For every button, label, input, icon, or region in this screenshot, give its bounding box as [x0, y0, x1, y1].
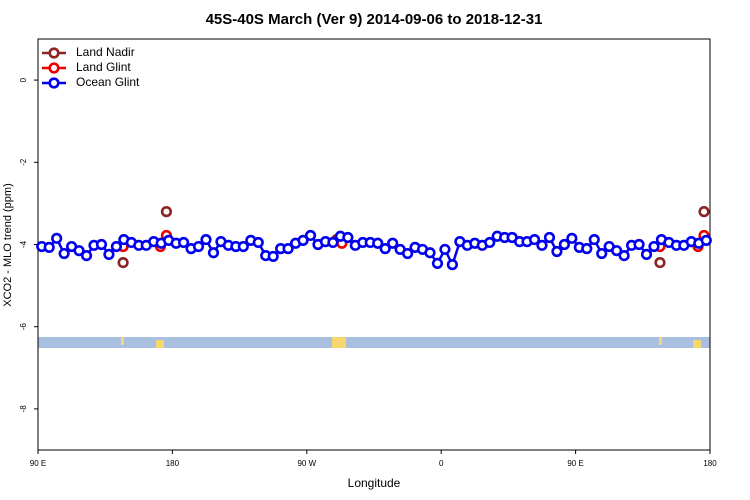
- point: [80, 249, 93, 262]
- legend-label: Ocean Glint: [76, 75, 140, 89]
- land-patch: [156, 340, 164, 348]
- point: [536, 239, 548, 251]
- point: [282, 243, 294, 255]
- point: [95, 238, 108, 251]
- series: [117, 206, 710, 269]
- y-axis-label: XCO2 - MLO trend (ppm): [2, 183, 14, 306]
- series: [36, 229, 712, 271]
- point: [543, 231, 556, 244]
- land-patch: [659, 337, 662, 345]
- point: [372, 237, 384, 249]
- point: [73, 245, 85, 257]
- x-tick-label: 180: [166, 459, 180, 468]
- chart-title: 45S-40S March (Ver 9) 2014-09-06 to 2018…: [206, 11, 543, 28]
- legend-marker: [48, 77, 60, 89]
- point: [588, 233, 600, 246]
- x-tick-label: 90 E: [567, 459, 583, 468]
- point: [654, 256, 666, 269]
- point: [160, 206, 173, 218]
- x-tick-label: 90 E: [30, 459, 46, 468]
- land-patch: [121, 337, 124, 345]
- legend-label: Land Nadir: [76, 45, 135, 59]
- point: [424, 247, 436, 259]
- point: [43, 241, 55, 253]
- point: [192, 240, 205, 253]
- land-ocean-strip: [38, 337, 710, 348]
- point: [117, 256, 129, 269]
- point: [342, 231, 354, 244]
- point: [387, 237, 399, 249]
- point: [51, 232, 63, 244]
- point: [484, 236, 496, 249]
- point: [551, 245, 563, 258]
- land-patch: [693, 340, 701, 348]
- point: [700, 234, 712, 246]
- point: [528, 233, 541, 246]
- x-tick-label: 0: [439, 459, 444, 468]
- point: [402, 247, 414, 260]
- point: [648, 240, 660, 253]
- land-patch: [332, 337, 346, 348]
- point: [618, 249, 630, 262]
- point: [698, 206, 710, 218]
- point: [431, 257, 444, 270]
- point: [611, 245, 623, 257]
- point: [304, 229, 317, 242]
- point: [110, 240, 122, 253]
- point: [596, 247, 608, 260]
- ocean-strip: [38, 337, 710, 348]
- y-tick-label: -4: [19, 240, 28, 248]
- point: [200, 233, 212, 246]
- point: [207, 247, 220, 259]
- legend-label: Land Glint: [76, 60, 131, 74]
- point: [237, 240, 249, 253]
- point: [103, 248, 115, 260]
- point: [439, 243, 451, 256]
- point: [558, 238, 571, 251]
- y-tick-label: 0: [19, 77, 28, 82]
- point: [633, 238, 645, 251]
- x-tick-label: 90 W: [297, 459, 316, 468]
- y-tick-label: -8: [19, 405, 28, 413]
- point: [640, 248, 653, 260]
- legend-marker: [48, 47, 60, 59]
- x-axis-label: Longitude: [348, 476, 401, 490]
- point: [581, 243, 593, 255]
- point: [267, 250, 279, 263]
- y-tick-label: -2: [19, 158, 28, 166]
- point: [252, 236, 264, 249]
- point: [58, 247, 70, 260]
- point: [297, 234, 309, 246]
- point: [446, 259, 459, 271]
- x-tick-label: 180: [703, 459, 717, 468]
- point: [178, 236, 190, 249]
- point: [379, 243, 391, 255]
- y-tick-label: -6: [19, 323, 28, 331]
- point: [327, 236, 339, 249]
- point: [566, 232, 578, 244]
- legend-marker: [48, 62, 60, 74]
